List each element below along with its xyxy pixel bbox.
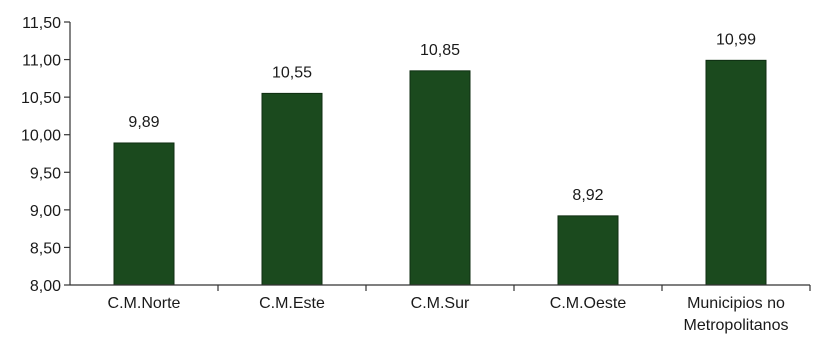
bar	[705, 59, 767, 286]
category-labels: C.M.Norte C.M.Este C.M.Sur C.M.Oeste Municip…	[108, 295, 789, 334]
bar	[409, 70, 471, 286]
bar	[113, 142, 175, 286]
data-label: 9,89	[128, 114, 159, 131]
category-label-line: C.M.Norte	[108, 295, 181, 312]
y-tick-label: 11,50	[22, 15, 61, 32]
category-label-line: C.M.Oeste	[550, 295, 627, 312]
y-tick-label: 10,50	[21, 90, 61, 107]
y-tick-label: 8,50	[30, 240, 61, 257]
y-tick-label: 8,00	[30, 278, 61, 295]
y-tick-label: 9,50	[30, 165, 61, 182]
data-label: 10,85	[420, 42, 460, 59]
y-tick-label: 11,00	[22, 53, 61, 70]
category-label-line: C.M.Sur	[411, 295, 470, 312]
category-label: Municipios no Metropolitanos	[684, 295, 789, 334]
y-tick-label: 9,00	[30, 203, 61, 220]
bars	[113, 59, 767, 286]
data-label: 8,92	[572, 187, 603, 204]
data-label: 10,99	[716, 31, 756, 48]
category-label-line: Metropolitanos	[684, 317, 789, 334]
bar	[261, 92, 323, 286]
y-axis-ticks: 8,00 8,50 9,00 9,50 10,00 10,50 11,00 11,50	[21, 15, 811, 295]
category-label-line: Municipios no	[687, 295, 785, 312]
category-label: C.M.Oeste	[550, 295, 627, 312]
bar	[557, 215, 619, 286]
category-label: C.M.Este	[259, 295, 325, 312]
data-labels: 9,89 10,55 10,85 8,92 10,99	[128, 31, 756, 204]
y-tick-label: 10,00	[21, 128, 61, 145]
category-label: C.M.Norte	[108, 295, 181, 312]
category-label-line: C.M.Este	[259, 295, 325, 312]
data-label: 10,55	[272, 64, 312, 81]
category-label: C.M.Sur	[411, 295, 470, 312]
